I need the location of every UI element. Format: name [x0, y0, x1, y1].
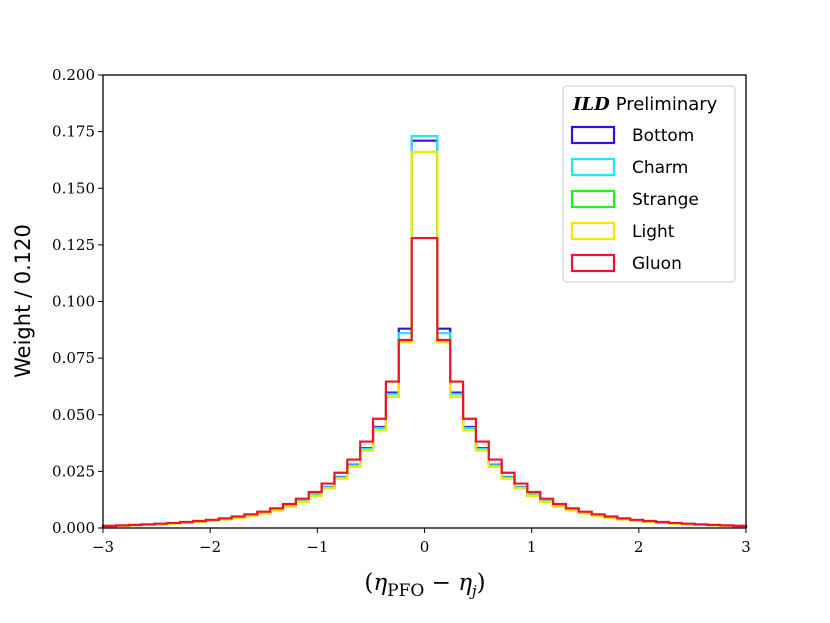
y-tick-label: 0.000 [52, 519, 95, 537]
y-tick-label: 0.125 [52, 236, 95, 254]
x-tick-label: 0 [420, 538, 430, 556]
legend-label-light: Light [632, 222, 675, 242]
legend-label-bottom: Bottom [632, 126, 694, 146]
x-tick-label: −2 [199, 538, 221, 556]
x-tick-label: 3 [741, 538, 751, 556]
x-tick-label: −1 [306, 538, 328, 556]
y-tick-label: 0.200 [52, 66, 95, 84]
y-tick-label: 0.100 [52, 293, 95, 311]
legend: ILD Preliminary Bottom Charm Strange Light Gl… [562, 85, 736, 283]
x-tick-label: 1 [527, 538, 537, 556]
legend-swatch-bottom [570, 125, 616, 145]
series-gluon-step [101, 236, 748, 528]
x-tick-label: −3 [92, 538, 114, 556]
legend-swatch-strange [570, 189, 616, 209]
legend-swatch-charm [570, 157, 616, 177]
legend-items: Bottom Charm Strange Light Gluon [570, 125, 699, 274]
legend-swatch-light [570, 221, 616, 241]
legend-label-gluon: Gluon [632, 254, 682, 274]
y-tick-label: 0.050 [52, 406, 95, 424]
legend-label-strange: Strange [632, 190, 699, 210]
y-tick-label: 0.075 [52, 349, 95, 367]
y-tick-label: 0.175 [52, 123, 95, 141]
legend-swatch-gluon [570, 253, 616, 273]
x-axis-label: (ηPFO − ηj) [364, 570, 485, 601]
series-layer [101, 135, 748, 528]
y-tick-label: 0.150 [52, 179, 95, 197]
y-axis-label: Weight / 0.120 [11, 224, 35, 378]
legend-title: ILD Preliminary [572, 94, 718, 115]
axis-ticks: −3 −2 −1 0 1 2 3 0.000 0.025 0.050 0.075 0.100 0.125… [52, 66, 751, 556]
legend-label-charm: Charm [632, 158, 688, 178]
legend-box [562, 85, 736, 283]
y-tick-label: 0.025 [52, 462, 95, 480]
x-tick-label: 2 [634, 538, 644, 556]
